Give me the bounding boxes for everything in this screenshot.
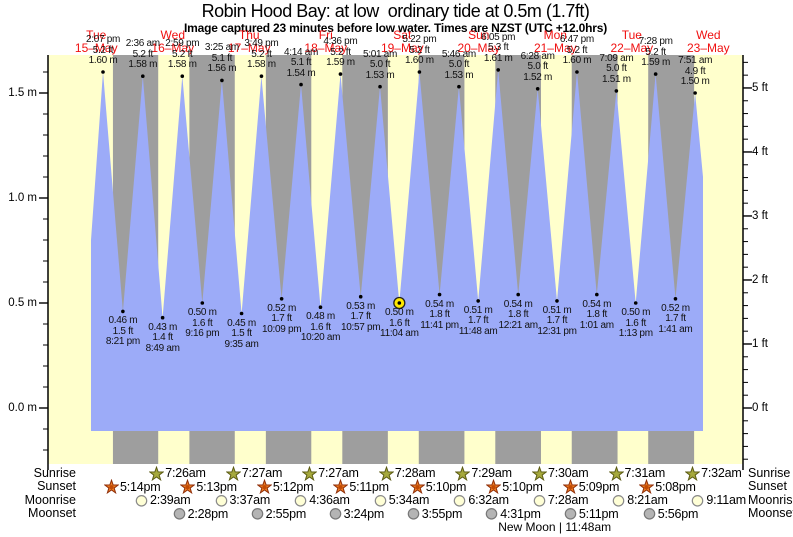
low-tide-dot xyxy=(555,299,559,303)
axes xyxy=(39,55,752,470)
high-tide-dot xyxy=(101,70,105,74)
low-tide-dot xyxy=(397,301,402,305)
low-tide-dot xyxy=(318,305,323,310)
high-tide-dot xyxy=(653,72,658,76)
high-tide-dot xyxy=(457,84,461,89)
high-tide-dot xyxy=(141,74,145,78)
high-tide-dot xyxy=(535,87,540,91)
low-tide-dot xyxy=(437,292,442,297)
high-tide-dot xyxy=(180,74,185,78)
low-tide-dot xyxy=(358,294,363,299)
low-tide-dot xyxy=(633,301,638,305)
low-tide-dot xyxy=(595,292,599,297)
high-tide-dot xyxy=(417,70,422,74)
high-tide-dot xyxy=(338,72,343,76)
low-tide-dot xyxy=(200,301,205,305)
high-tide-dot xyxy=(496,68,501,72)
high-tide-dot xyxy=(378,84,382,89)
low-tide-dot xyxy=(160,315,165,320)
page-title: Robin Hood Bay: at low ordinary tide at … xyxy=(201,1,590,21)
low-tide-dot xyxy=(279,297,284,301)
chart-subtitle: Image captured 23 minutes before low wat… xyxy=(184,21,607,35)
high-tide-dot xyxy=(299,82,303,87)
low-tide-dot xyxy=(516,292,520,297)
low-tide-dot xyxy=(239,311,244,316)
high-tide-dot xyxy=(693,91,697,95)
tide-area xyxy=(91,69,703,432)
low-tide-dot xyxy=(673,297,678,301)
high-tide-dot xyxy=(220,78,224,83)
high-tide-dot xyxy=(575,70,579,74)
low-tide-dot xyxy=(121,309,125,314)
high-tide-dot xyxy=(259,74,264,78)
high-tide-dot xyxy=(614,89,619,93)
low-tide-dot xyxy=(476,299,480,303)
